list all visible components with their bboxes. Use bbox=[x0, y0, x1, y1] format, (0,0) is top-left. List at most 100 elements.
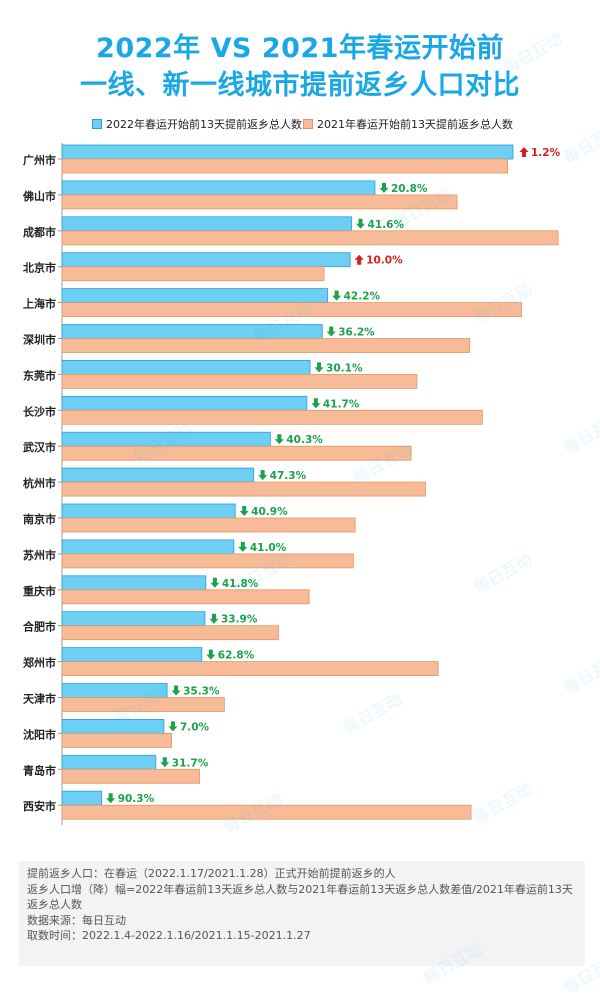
category-label: 北京市 bbox=[23, 261, 56, 275]
bar-2021 bbox=[61, 158, 508, 174]
change-label: 36.2% bbox=[338, 327, 375, 339]
bar-2021 bbox=[61, 373, 418, 389]
down-arrow-icon bbox=[314, 362, 324, 373]
down-arrow-icon bbox=[356, 218, 366, 229]
category-label: 南京市 bbox=[23, 512, 56, 526]
down-arrow-icon bbox=[274, 434, 284, 445]
bar-2022 bbox=[61, 180, 376, 196]
change-label: 41.6% bbox=[368, 219, 405, 231]
bar-2021 bbox=[61, 481, 426, 497]
legend-label-2021: 2021年春运开始前13天提前返乡总人数 bbox=[317, 118, 513, 131]
change-label: 20.8% bbox=[391, 183, 428, 195]
down-arrow-icon bbox=[206, 649, 216, 660]
down-arrow-icon bbox=[326, 326, 336, 337]
bar-2021 bbox=[61, 266, 325, 282]
chart-title-line1: 2022年 VS 2021年春运开始前 bbox=[96, 33, 504, 64]
bar-2021 bbox=[61, 194, 458, 210]
bar-2022 bbox=[61, 790, 103, 806]
bar-2021 bbox=[61, 768, 200, 784]
down-arrow-icon bbox=[258, 470, 268, 481]
bar-2021 bbox=[61, 517, 356, 533]
down-arrow-icon bbox=[171, 685, 181, 696]
footnote-source: 数据来源：每日互动 bbox=[27, 913, 126, 927]
bar-2022 bbox=[61, 216, 352, 232]
bar-2022 bbox=[61, 575, 207, 591]
bar-2022 bbox=[61, 754, 157, 770]
down-arrow-icon bbox=[379, 182, 389, 193]
category-label: 重庆市 bbox=[23, 584, 56, 598]
bar-2021 bbox=[61, 230, 559, 246]
bar-2021 bbox=[61, 302, 522, 318]
change-label: 7.0% bbox=[180, 721, 210, 733]
legend-swatch-2021 bbox=[303, 119, 313, 129]
change-label: 30.1% bbox=[326, 362, 363, 374]
category-label: 上海市 bbox=[23, 297, 56, 311]
bar-2022 bbox=[61, 503, 236, 519]
legend-swatch-2022 bbox=[92, 119, 102, 129]
legend-item-2021: 2021年春运开始前13天提前返乡总人数 bbox=[303, 116, 513, 132]
bar-2022 bbox=[61, 359, 311, 375]
category-label: 天津市 bbox=[23, 692, 56, 706]
bar-2022 bbox=[61, 611, 206, 627]
down-arrow-icon bbox=[209, 613, 219, 624]
legend-label-2022: 2022年春运开始前13天提前返乡总人数 bbox=[106, 118, 302, 131]
category-label: 佛山市 bbox=[22, 189, 56, 203]
change-label: 40.9% bbox=[251, 506, 288, 518]
category-label: 武汉市 bbox=[23, 440, 56, 454]
legend: 2022年春运开始前13天提前返乡总人数 2021年春运开始前13天提前返乡总人… bbox=[0, 112, 600, 134]
category-label: 沈阳市 bbox=[23, 727, 56, 741]
bar-2021 bbox=[61, 697, 225, 712]
bar-2021 bbox=[61, 338, 471, 353]
category-label: 广州市 bbox=[23, 153, 56, 167]
bar-2021 bbox=[61, 733, 172, 748]
footnote-period: 取数时间：2022.1.4-2022.1.16/2021.1.15-2021.1… bbox=[27, 929, 311, 942]
bar-2021 bbox=[61, 661, 439, 676]
up-arrow-icon bbox=[354, 254, 364, 265]
bar-2022 bbox=[61, 252, 351, 268]
bar-2022 bbox=[61, 539, 235, 555]
down-arrow-icon bbox=[238, 541, 248, 552]
change-label: 42.2% bbox=[344, 291, 381, 303]
up-arrow-icon bbox=[519, 147, 529, 157]
footnote-definition: 提前返乡人口：在春运（2022.1.17/2021.1.28）正式开始前提前返乡… bbox=[27, 867, 396, 880]
category-label: 成都市 bbox=[23, 225, 56, 239]
change-label: 1.2% bbox=[531, 147, 561, 159]
down-arrow-icon bbox=[168, 721, 178, 732]
change-label: 90.3% bbox=[118, 793, 155, 805]
legend-item-2022: 2022年春运开始前13天提前返乡总人数 bbox=[92, 116, 302, 132]
bar-2022 bbox=[61, 395, 308, 411]
down-arrow-icon bbox=[332, 290, 342, 301]
category-label: 长沙市 bbox=[23, 404, 56, 418]
bar-2022 bbox=[61, 467, 255, 483]
down-arrow-icon bbox=[106, 793, 116, 804]
bar-2021 bbox=[61, 804, 472, 820]
change-label: 31.7% bbox=[172, 757, 209, 769]
category-label: 杭州市 bbox=[23, 476, 56, 490]
bar-2022 bbox=[61, 719, 165, 734]
category-label: 西安市 bbox=[23, 799, 56, 813]
change-label: 10.0% bbox=[366, 255, 403, 267]
category-label: 青岛市 bbox=[23, 763, 56, 777]
category-label: 深圳市 bbox=[23, 333, 56, 347]
bar-2021 bbox=[61, 589, 310, 605]
footnote-box: 提前返乡人口：在春运（2022.1.17/2021.1.28）正式开始前提前返乡… bbox=[19, 861, 585, 966]
change-label: 41.8% bbox=[222, 578, 259, 590]
category-label: 苏州市 bbox=[23, 548, 56, 562]
change-label: 33.9% bbox=[221, 614, 258, 626]
change-label: 35.3% bbox=[183, 686, 220, 698]
bar-2021 bbox=[61, 553, 354, 569]
bar-2022 bbox=[61, 647, 203, 662]
bar-2022 bbox=[61, 144, 514, 160]
bar-2021 bbox=[61, 625, 279, 641]
down-arrow-icon bbox=[160, 757, 170, 768]
chart-title-line2: 一线、新一线城市提前返乡人口对比 bbox=[80, 70, 520, 101]
category-label: 东莞市 bbox=[23, 368, 56, 382]
down-arrow-icon bbox=[210, 577, 220, 588]
bar-2022 bbox=[61, 288, 329, 304]
change-label: 47.3% bbox=[270, 470, 307, 482]
bar-chart: 广州市 1.2% 佛山市 20.8% 成都市 41.6% 北京市 10.0% 上海市 42.2% 深… bbox=[22, 143, 561, 826]
footnote-formula: 返乡人口增（降）幅=2022年春运前13天返乡总人数与2021年春运前13天返乡… bbox=[27, 882, 573, 912]
change-label: 40.3% bbox=[286, 434, 323, 446]
down-arrow-icon bbox=[311, 398, 321, 409]
category-label: 合肥市 bbox=[23, 620, 56, 634]
